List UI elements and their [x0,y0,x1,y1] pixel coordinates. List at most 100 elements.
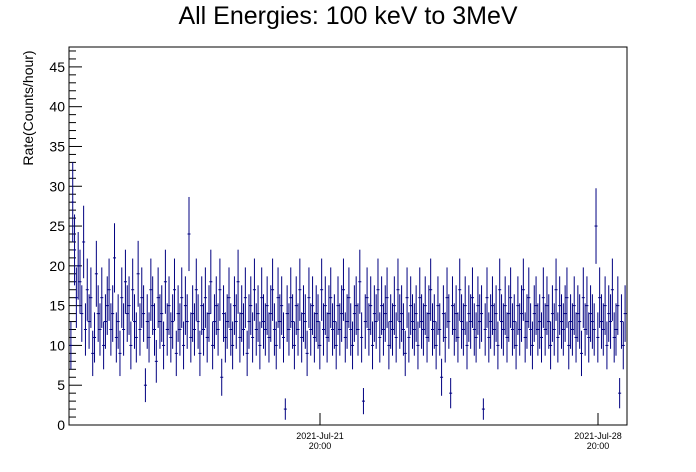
data-point [352,285,356,342]
data-point [587,312,591,363]
data-point [478,294,482,349]
data-point [552,303,556,356]
data-point [281,312,285,363]
data-point [559,294,563,349]
y-tick-label: 5 [57,377,65,393]
data-point [570,303,574,356]
data-point [351,321,355,370]
data-point [91,330,95,377]
data-point [527,267,531,328]
data-point [98,303,102,356]
data-point [369,276,373,335]
data-point [318,321,322,370]
data-point [222,285,226,342]
data-point [565,267,569,328]
data-point [389,294,393,349]
data-point [578,294,582,349]
data-point [345,294,349,349]
data-point [185,294,189,349]
data-point [423,276,427,335]
data-point [467,285,471,342]
data-point [614,303,618,356]
data-point [298,258,302,321]
data-point [178,303,182,356]
data-point [209,249,213,314]
data-point [149,258,153,321]
data-point [354,276,358,335]
y-tick-label: 40 [49,99,65,115]
data-point [363,294,367,349]
data-point [174,330,178,377]
data-point [227,267,231,328]
y-tick-label: 15 [49,298,65,314]
data-point [616,276,620,335]
data-point [218,258,222,321]
data-point [316,294,320,349]
data-point [400,285,404,342]
y-tick-label: 0 [57,417,65,433]
data-point [487,312,491,363]
data-point [116,294,120,349]
data-point [549,321,553,370]
data-point [102,321,106,370]
data-point [534,276,538,335]
data-point [251,312,255,363]
data-point [247,294,251,349]
data-point [73,214,77,286]
data-point [214,276,218,335]
data-point [523,312,527,363]
data-point [74,267,78,328]
data-point [145,294,149,349]
data-point [176,285,180,342]
data-point [331,303,335,356]
x-tick-time: 20:00 [587,441,610,451]
data-point [623,285,627,342]
data-point [187,196,191,272]
data-point [509,267,513,328]
y-tick-label: 45 [49,59,65,75]
data-point [265,276,269,335]
data-point [334,321,338,370]
data-point [418,267,422,328]
data-point [234,294,238,349]
data-point [301,285,305,342]
data-point [421,303,425,356]
data-point [589,285,593,342]
data-point [120,267,124,328]
data-point [321,303,325,356]
data-point [576,285,580,342]
data-point [314,285,318,342]
data-point [574,312,578,363]
data-point [503,276,507,335]
data-point [242,303,246,356]
data-point [252,258,256,321]
data-point [425,312,429,363]
data-point [283,398,287,420]
data-point [76,232,80,300]
y-tick-label: 10 [49,337,65,353]
data-point [138,303,142,356]
data-point [80,285,84,342]
data-point [430,303,434,356]
data-point [220,358,224,396]
data-point [327,285,331,342]
data-point [485,267,489,328]
data-point [469,294,473,349]
data-point [325,312,329,363]
data-point [561,303,565,356]
x-tick-date: 2021-Jul-28 [574,431,622,441]
data-point [572,276,576,335]
data-point [323,276,327,335]
data-point [262,294,266,349]
data-point [294,276,298,335]
data-point [69,321,73,370]
data-point [596,312,600,363]
data-point [300,312,304,363]
data-point [349,303,353,356]
data-point [287,303,291,356]
data-point [456,312,460,363]
data-point [83,303,87,356]
data-point [525,294,529,349]
data-point [590,294,594,349]
data-point [391,303,395,356]
